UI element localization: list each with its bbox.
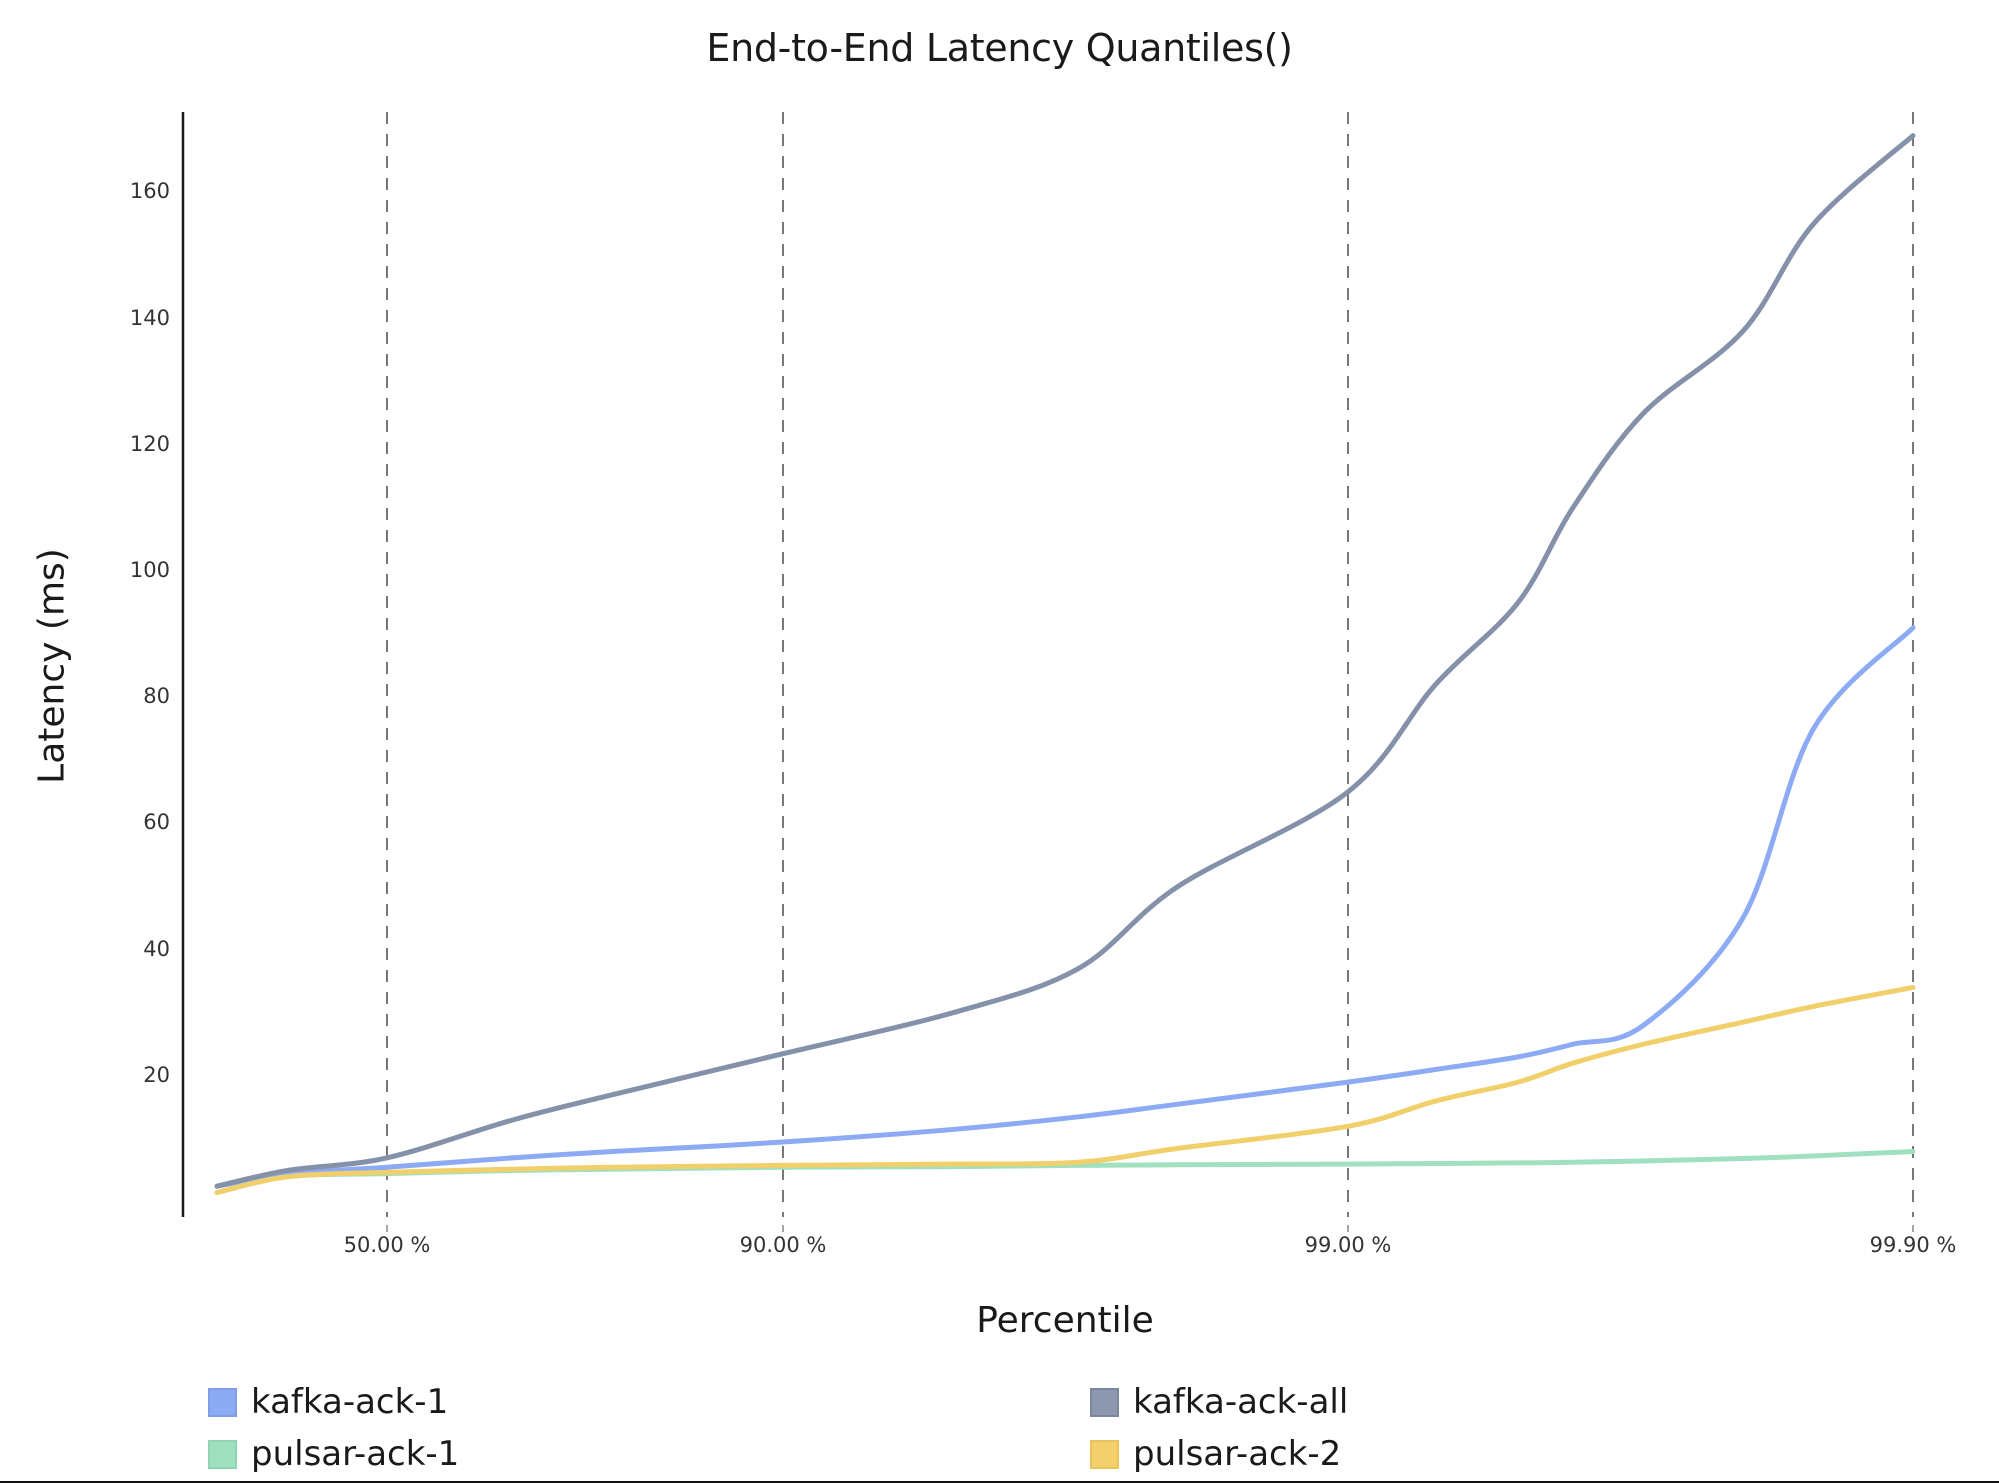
x-axis-label: Percentile bbox=[976, 1300, 1154, 1341]
legend-item-pulsar-ack-1[interactable]: pulsar-ack-1 bbox=[208, 1434, 459, 1474]
y-tick-label: 20 bbox=[143, 1062, 170, 1087]
legend-item-kafka-ack-1[interactable]: kafka-ack-1 bbox=[208, 1382, 448, 1422]
legend-item-pulsar-ack-2[interactable]: pulsar-ack-2 bbox=[1090, 1434, 1341, 1474]
legend-item-kafka-ack-all[interactable]: kafka-ack-all bbox=[1090, 1382, 1348, 1422]
legend-swatch-kafka-ack-all bbox=[1090, 1387, 1119, 1417]
y-tick-label: 160 bbox=[129, 179, 170, 204]
legend-label: pulsar-ack-1 bbox=[251, 1434, 460, 1474]
series-line-kafka-ack-1 bbox=[214, 625, 1916, 1189]
legend-label: pulsar-ack-2 bbox=[1133, 1434, 1342, 1474]
y-tick-label: 140 bbox=[129, 305, 170, 330]
legend-label: kafka-ack-all bbox=[1133, 1382, 1349, 1422]
series-line-kafka-ack-all bbox=[214, 133, 1916, 1189]
y-tick-label: 100 bbox=[129, 558, 170, 582]
series-line-pulsar-ack-2 bbox=[214, 984, 1916, 1196]
legend-swatch-pulsar-ack-1 bbox=[208, 1439, 237, 1469]
x-tick-label: 99.90 % bbox=[1869, 1233, 1957, 1257]
chart-title: End-to-End Latency Quantiles() bbox=[706, 26, 1293, 70]
legend-label: kafka-ack-1 bbox=[251, 1382, 449, 1422]
y-tick-label: 40 bbox=[143, 936, 170, 961]
bottom-border bbox=[0, 1481, 1999, 1483]
y-tick-label: 60 bbox=[143, 810, 170, 835]
y-tick-label: 120 bbox=[129, 431, 170, 456]
y-axis-label: Latency (ms) bbox=[31, 548, 73, 784]
x-tick-label: 50.00 % bbox=[343, 1233, 431, 1257]
y-tick-label: 80 bbox=[143, 684, 170, 709]
legend-swatch-pulsar-ack-2 bbox=[1090, 1439, 1119, 1469]
legend-swatch-kafka-ack-1 bbox=[208, 1387, 237, 1417]
x-tick-label: 99.00 % bbox=[1304, 1233, 1392, 1257]
x-tick-label: 90.00 % bbox=[739, 1233, 827, 1257]
